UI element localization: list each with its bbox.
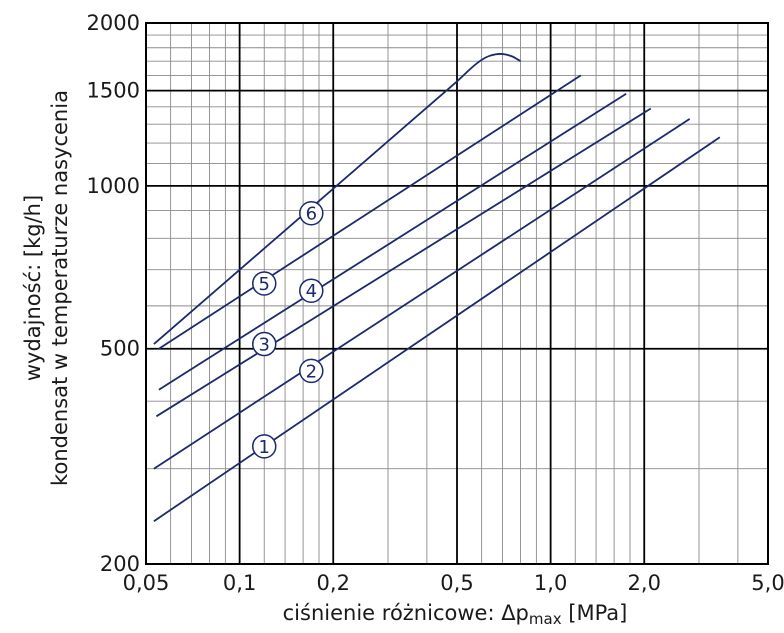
curve-label-text: 4 bbox=[306, 281, 317, 302]
curve-label-5: 5 bbox=[253, 272, 276, 295]
curve-label-4: 4 bbox=[300, 279, 323, 302]
y-tick-label: 500 bbox=[100, 337, 140, 361]
x-tick-label: 0,5 bbox=[440, 571, 473, 595]
x-axis-title-main: ciśnienie różnicowe: Δp bbox=[283, 601, 529, 625]
y-tick-label: 1000 bbox=[87, 174, 140, 198]
x-tick-label: 0,1 bbox=[223, 571, 256, 595]
y-tick-label: 1500 bbox=[87, 79, 140, 103]
series-line-2 bbox=[154, 119, 690, 469]
x-tick-labels: 0,05 0,1 0,2 0,5 1,0 2,0 5,0 bbox=[123, 571, 784, 595]
x-tick-label: 2,0 bbox=[628, 571, 661, 595]
y-axis-title-line-2: kondensat w temperaturze nasycenia bbox=[48, 90, 72, 486]
x-tick-label: 0,2 bbox=[317, 571, 350, 595]
curve-label-text: 3 bbox=[259, 335, 270, 356]
curve-label-text: 2 bbox=[306, 361, 317, 382]
x-tick-label: 5,0 bbox=[751, 571, 784, 595]
y-axis-title-line-1: wydajność: [kg/h] bbox=[21, 195, 45, 381]
curve-label-text: 5 bbox=[259, 274, 270, 295]
y-tick-label: 2000 bbox=[87, 11, 140, 35]
x-axis-title-sub: max bbox=[529, 610, 562, 628]
curve-label-2: 2 bbox=[300, 359, 323, 382]
curve-label-text: 1 bbox=[259, 437, 270, 458]
curve-label-6: 6 bbox=[300, 202, 323, 225]
major-grid bbox=[146, 23, 768, 564]
curve-label-3: 3 bbox=[253, 333, 276, 356]
curve-label-1: 1 bbox=[253, 435, 276, 458]
series-line-5 bbox=[159, 75, 581, 348]
x-tick-label: 1,0 bbox=[534, 571, 567, 595]
curve-label-text: 6 bbox=[306, 204, 317, 225]
series-line-6 bbox=[154, 54, 521, 344]
x-axis-title: ciśnienie różnicowe: Δpmax [MPa] bbox=[283, 601, 628, 628]
y-tick-labels: 200 500 1000 1500 2000 bbox=[87, 11, 140, 576]
x-axis-title-unit: [MPa] bbox=[562, 601, 628, 625]
y-tick-label: 200 bbox=[100, 552, 140, 576]
series-line-3 bbox=[156, 109, 650, 417]
curve-labels: 1 2 3 4 5 6 bbox=[253, 202, 323, 458]
